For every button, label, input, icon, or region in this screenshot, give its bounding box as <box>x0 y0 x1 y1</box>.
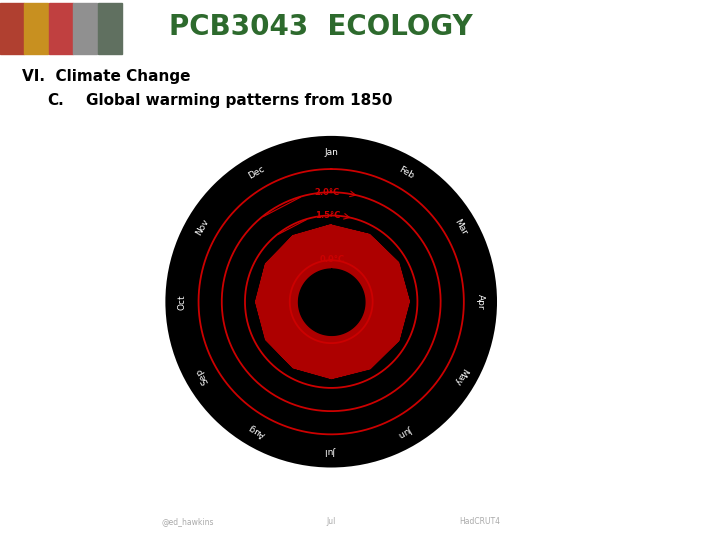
Text: Jul: Jul <box>325 447 337 455</box>
Text: 2.0°C: 2.0°C <box>315 188 340 197</box>
Bar <box>73 3 97 54</box>
Text: 1.5°C: 1.5°C <box>315 211 341 220</box>
Bar <box>49 3 73 54</box>
Text: VI.  Climate Change: VI. Climate Change <box>22 69 190 84</box>
Text: Apr: Apr <box>476 294 485 309</box>
Text: May: May <box>452 366 469 387</box>
Bar <box>24 3 48 54</box>
Text: Aug: Aug <box>247 423 266 439</box>
Text: Feb: Feb <box>397 165 415 180</box>
Text: Global warming patterns from 1850: Global warming patterns from 1850 <box>86 93 393 108</box>
Text: Mar: Mar <box>452 218 469 237</box>
Text: Dec: Dec <box>247 164 266 181</box>
Text: HadCRUT4: HadCRUT4 <box>459 517 500 526</box>
Text: C.: C. <box>47 93 63 108</box>
Text: @ed_hawkins: @ed_hawkins <box>162 517 215 526</box>
Bar <box>98 3 122 54</box>
Text: Oct: Oct <box>177 294 186 309</box>
Text: Jun: Jun <box>397 423 414 438</box>
Text: Jan: Jan <box>324 148 338 157</box>
Text: 0.0°C: 0.0°C <box>320 255 345 264</box>
Text: PCB3043  ECOLOGY: PCB3043 ECOLOGY <box>169 13 473 41</box>
Text: Sep: Sep <box>194 367 210 386</box>
Text: Nov: Nov <box>194 217 210 237</box>
Bar <box>0 3 24 54</box>
Text: Jul: Jul <box>326 517 336 526</box>
Text: Global temperature change (1850–2016): Global temperature change (1850–2016) <box>231 74 431 84</box>
